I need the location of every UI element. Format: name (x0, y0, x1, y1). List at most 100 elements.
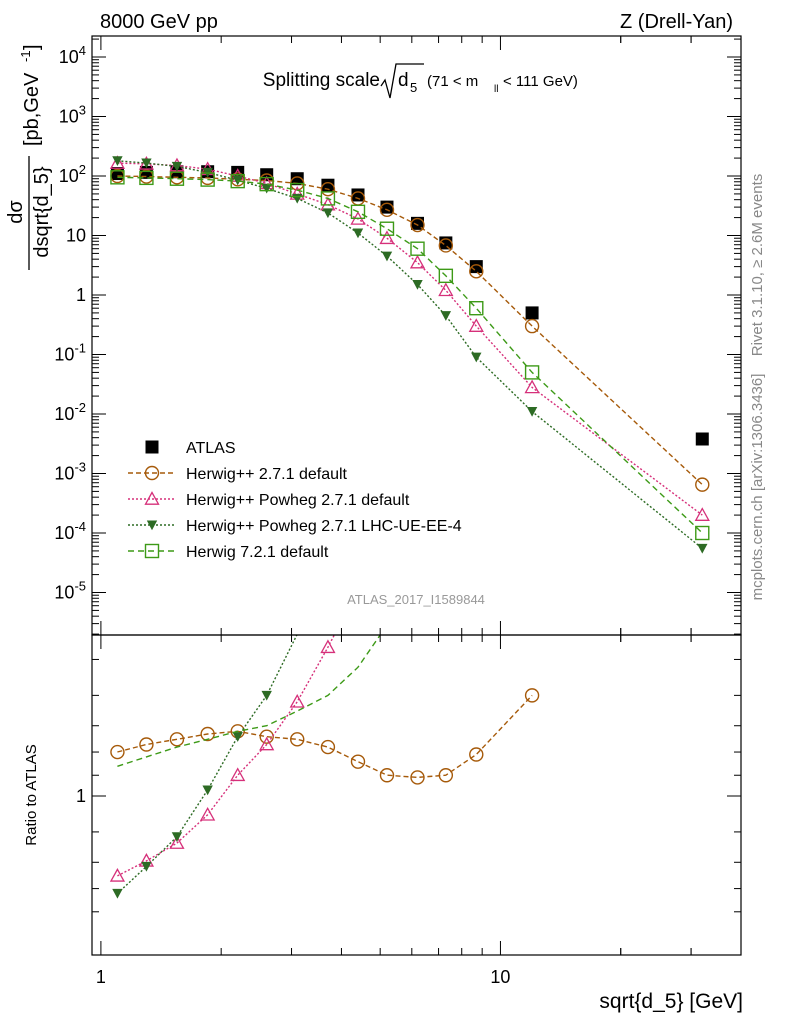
legend: ATLAS Herwig++ 2.7.1 default Herwig++ Powh… (128, 440, 462, 561)
legend-marker-3 (146, 520, 158, 531)
main-point-s3-7 (322, 208, 334, 219)
main-point-s1-10 (410, 217, 425, 233)
ratio-point-s0-13 (524, 688, 540, 703)
ratio-point-s2-1 (141, 861, 152, 872)
main-point-s3-5 (261, 183, 272, 194)
main-point-s4-7 (320, 191, 336, 206)
main-point-s4-12 (469, 301, 484, 316)
main-point-s3-0 (112, 156, 123, 167)
ratio-point-s0-5 (259, 729, 274, 744)
legend-label-3: Herwig++ Powheg 2.7.1 LHC-UE-EE-4 (186, 518, 462, 535)
ratio-point-s2-0 (112, 888, 123, 899)
legend-label-1: Herwig++ 2.7.1 default (186, 466, 348, 483)
plot-title-cut-sub: ll (494, 84, 498, 95)
main-point-s4-14 (695, 525, 710, 541)
main-point-s0-14 (695, 432, 709, 446)
main-point-s2-9 (379, 230, 395, 245)
main-point-s0-7 (321, 178, 335, 192)
main-point-s2-7 (320, 196, 336, 211)
y-tick-label: 102 (59, 162, 86, 186)
energy-label: 8000 GeV pp (100, 11, 218, 33)
main-point-s2-11 (438, 282, 454, 297)
ratio-panel-frame (91, 634, 742, 956)
main-line-series-3 (117, 160, 703, 549)
process-label: Z (Drell-Yan) (620, 11, 733, 33)
ylabel-unit-end: ] (21, 44, 43, 50)
legend-marker-1 (144, 465, 160, 481)
main-point-s3-1 (141, 158, 152, 169)
main-point-s0-5 (260, 168, 274, 182)
main-point-s3-9 (381, 251, 393, 262)
legend-marker-0 (145, 440, 159, 454)
main-point-s1-9 (379, 202, 395, 218)
main-line-series-1 (117, 175, 703, 486)
main-point-s2-14 (694, 507, 710, 521)
ratio-point-s0-1 (139, 737, 154, 752)
main-point-s1-13 (524, 318, 540, 334)
ratio-point-s1-7 (320, 639, 336, 654)
main-point-s3-10 (412, 279, 423, 290)
main-point-s2-0 (109, 155, 126, 169)
main-point-s1-14 (695, 477, 710, 492)
ratio-point-s1-6 (289, 693, 305, 708)
y-tick-label: 10-2 (54, 400, 86, 424)
main-point-s3-11 (440, 311, 452, 321)
legend-label-4: Herwig 7.2.1 default (186, 544, 329, 561)
ratio-point-s2-3 (202, 785, 213, 796)
ratio-point-s0-2 (169, 732, 185, 747)
ratio-point-s0-8 (350, 754, 366, 769)
main-point-s4-4 (230, 173, 245, 189)
ratio-line-series-1 (117, 635, 336, 877)
main-point-s0-13 (525, 306, 539, 320)
main-y-label: dσ dsqrt{d_5} [pb,GeV -1 ] (5, 44, 53, 270)
x-tick-label: 1 (96, 967, 106, 987)
ylabel-den: dsqrt{d_5} (31, 166, 53, 258)
main-point-s4-11 (438, 268, 454, 284)
ratio-line-series-0 (117, 694, 533, 779)
ratio-point-s2-5 (261, 690, 272, 701)
main-point-s0-12 (469, 260, 483, 274)
ratio-point-s0-9 (379, 768, 395, 783)
plot-title-cut: (71 < m (427, 73, 478, 90)
plot-title-main: Splitting scale (263, 70, 380, 91)
mcplots-label: mcplots.cern.ch [arXiv:1306.3436] (749, 374, 766, 601)
main-point-s4-9 (379, 221, 395, 236)
main-point-s3-8 (352, 228, 364, 239)
ratio-line-series-3 (117, 635, 382, 767)
main-point-s4-13 (524, 365, 540, 380)
main-point-s2-13 (524, 379, 540, 394)
analysis-id: ATLAS_2017_I1589844 (347, 592, 485, 607)
ratio-point-s0-6 (290, 732, 305, 747)
legend-marker-4 (144, 543, 160, 559)
y-tick-label: 10-5 (54, 579, 86, 603)
ratio-y-tick-label: 1 (76, 786, 86, 806)
plot-title: Splitting scale d 5 (71 < m ll < 111 GeV… (263, 63, 578, 99)
main-point-s4-1 (139, 170, 154, 186)
sqrt-sign (380, 63, 424, 99)
ratio-y-label: Ratio to ATLAS (23, 744, 40, 845)
main-line-series-4 (117, 176, 703, 534)
y-tick-label: 1 (76, 285, 86, 305)
main-point-s0-8 (351, 188, 365, 202)
ratio-point-s0-0 (110, 744, 125, 760)
ratio-point-s1-4 (230, 767, 246, 782)
ratio-point-s0-3 (200, 726, 215, 742)
ratio-series (109, 635, 540, 899)
main-point-s2-10 (409, 254, 426, 269)
plot-title-cut-end: < 111 GeV) (503, 73, 578, 90)
ylabel-unit: [pb,GeV (21, 72, 43, 146)
ratio-point-s0-10 (410, 770, 425, 785)
main-point-s3-12 (471, 352, 482, 363)
ratio-point-s1-0 (109, 868, 126, 882)
ratio-point-s0-12 (469, 747, 484, 762)
y-tick-label: 10-1 (54, 341, 86, 365)
legend-marker-2 (144, 491, 160, 505)
rivet-label: Rivet 3.1.10, ≥ 2.6M events (749, 174, 766, 357)
ratio-point-s0-11 (438, 768, 454, 783)
y-tick-label: 104 (59, 43, 86, 67)
main-point-s4-2 (169, 171, 185, 186)
main-point-s3-13 (526, 406, 538, 417)
ylabel-num: dσ (5, 200, 27, 224)
y-tick-label: 10 (66, 226, 86, 246)
